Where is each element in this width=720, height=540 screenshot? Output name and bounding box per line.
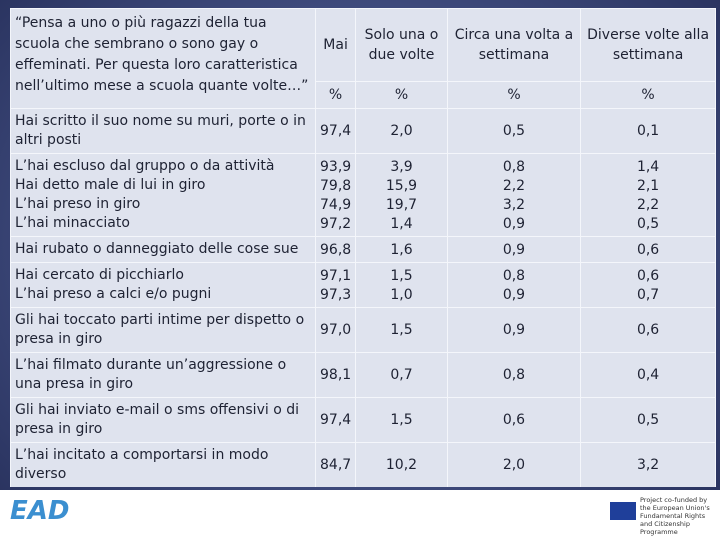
row-label: L’hai preso in giro	[10, 195, 316, 214]
value-cell: 0,9	[446, 214, 582, 237]
value-cell: 97,1	[314, 262, 357, 285]
unit-label: %	[580, 81, 716, 109]
data-row: Hai scritto il suo nome su muri, porte o…	[10, 108, 716, 154]
value-cell: 0,5	[446, 108, 582, 154]
value-cell: 3,9	[355, 153, 448, 176]
value-cell: 0,9	[446, 236, 582, 263]
value-cell: 0,9	[446, 285, 582, 308]
data-row: Hai rubato o danneggiato delle cose sue 9…	[10, 236, 716, 263]
data-row: L’hai escluso dal gruppo o da attività 93…	[10, 153, 716, 176]
value-cell: 1,5	[355, 262, 448, 285]
value-cell: 97,4	[314, 108, 357, 154]
value-cell: 2,2	[446, 176, 582, 195]
value-cell: 0,6	[580, 307, 716, 353]
data-row: L’hai filmato durante un’aggressione o u…	[10, 352, 716, 398]
value-cell: 1,6	[355, 236, 448, 263]
unit-label: %	[355, 81, 448, 109]
value-cell: 97,0	[314, 307, 357, 353]
value-cell: 84,7	[314, 442, 357, 487]
value-cell: 0,7	[580, 285, 716, 308]
column-header: Circa una volta a settimana	[446, 8, 582, 82]
value-cell: 0,6	[446, 397, 582, 443]
data-row: L’hai minacciato 97,2 1,4 0,9 0,5	[10, 214, 716, 237]
row-label: Hai rubato o danneggiato delle cose sue	[10, 236, 316, 263]
value-cell: 0,6	[580, 236, 716, 263]
value-cell: 0,8	[446, 262, 582, 285]
value-cell: 97,3	[314, 285, 357, 308]
value-cell: 98,1	[314, 352, 357, 398]
logo: EAD	[10, 496, 70, 526]
value-cell: 97,2	[314, 214, 357, 237]
funding-note: Project co-funded by the European Union'…	[640, 496, 710, 536]
row-label: Gli hai inviato e-mail o sms offensivi o…	[10, 397, 316, 443]
value-cell: 0,8	[446, 153, 582, 176]
column-header: Diverse volte alla settimana	[580, 8, 716, 82]
value-cell: 2,2	[580, 195, 716, 214]
data-row: Gli hai inviato e-mail o sms offensivi o…	[10, 397, 716, 443]
row-label: L’hai escluso dal gruppo o da attività	[10, 153, 316, 176]
question: “Pensa a uno o più ragazzi della tua scu…	[10, 8, 316, 109]
row-label: Hai cercato di picchiarlo	[10, 262, 316, 285]
value-cell: 0,1	[580, 108, 716, 154]
value-cell: 0,7	[355, 352, 448, 398]
row-label: L’hai minacciato	[10, 214, 316, 237]
value-cell: 96,8	[314, 236, 357, 263]
data-row: Gli hai toccato parti intime per dispett…	[10, 307, 716, 353]
row-label: Gli hai toccato parti intime per dispett…	[10, 307, 316, 353]
value-cell: 74,9	[314, 195, 357, 214]
data-row: L’hai incitato a comportarsi in modo div…	[10, 442, 716, 487]
value-cell: 0,5	[580, 214, 716, 237]
value-cell: 3,2	[446, 195, 582, 214]
value-cell: 2,1	[580, 176, 716, 195]
value-cell: 19,7	[355, 195, 448, 214]
row-label: L’hai filmato durante un’aggressione o u…	[10, 352, 316, 398]
row-label: L’hai preso a calci e/o pugni	[10, 285, 316, 308]
data-row: L’hai preso in giro 74,9 19,7 3,2 2,2	[10, 195, 716, 214]
data-row: Hai detto male di lui in giro 79,8 15,9 2,2…	[10, 176, 716, 195]
unit-label: %	[314, 81, 357, 109]
value-cell: 2,0	[355, 108, 448, 154]
value-cell: 0,8	[446, 352, 582, 398]
value-cell: 0,4	[580, 352, 716, 398]
unit-label: %	[446, 81, 582, 109]
value-cell: 1,4	[580, 153, 716, 176]
value-cell: 1,4	[355, 214, 448, 237]
row-label: Hai detto male di lui in giro	[10, 176, 316, 195]
value-cell: 0,6	[580, 262, 716, 285]
row-label: L’hai incitato a comportarsi in modo div…	[10, 442, 316, 487]
survey-table: “Pensa a uno o più ragazzi della tua scu…	[10, 8, 716, 487]
column-header: Mai	[314, 8, 357, 82]
value-cell: 1,5	[355, 307, 448, 353]
data-row: L’hai preso a calci e/o pugni 97,3 1,0 0,9 0…	[10, 285, 716, 308]
column-header: Solo una o due volte	[355, 8, 448, 82]
unit-row: %%%%	[11, 81, 716, 109]
row-label: Hai scritto il suo nome su muri, porte o…	[10, 108, 316, 154]
value-cell: 0,9	[446, 307, 582, 353]
value-cell: 3,2	[580, 442, 716, 487]
value-cell: 1,0	[355, 285, 448, 308]
value-cell: 15,9	[355, 176, 448, 195]
value-cell: 1,5	[355, 397, 448, 443]
header-row: “Pensa a uno o più ragazzi della tua scu…	[10, 8, 716, 109]
value-cell: 2,0	[446, 442, 582, 487]
footer: EAD Project co-funded by the European Un…	[0, 490, 720, 540]
value-cell: 79,8	[314, 176, 357, 195]
data-row: Hai cercato di picchiarlo 97,1 1,5 0,8 0,6	[10, 262, 716, 285]
eu-flag	[610, 502, 636, 520]
value-cell: 97,4	[314, 397, 357, 443]
value-cell: 0,5	[580, 397, 716, 443]
value-cell: 93,9	[314, 153, 357, 176]
value-cell: 10,2	[355, 442, 448, 487]
